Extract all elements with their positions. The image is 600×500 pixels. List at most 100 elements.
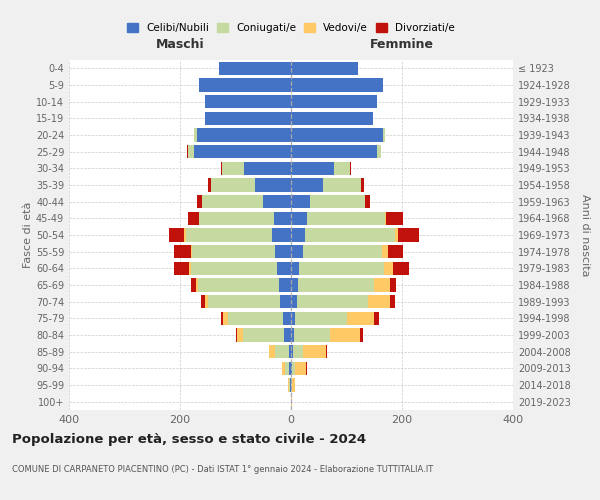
Bar <box>330 328 361 342</box>
Bar <box>392 262 409 275</box>
Text: Maschi: Maschi <box>155 38 205 52</box>
Bar <box>291 378 292 392</box>
Bar <box>291 78 383 92</box>
Bar <box>187 145 188 158</box>
Bar <box>191 245 192 258</box>
Bar <box>188 145 194 158</box>
Bar <box>279 278 291 291</box>
Bar <box>302 345 326 358</box>
Bar <box>208 178 211 192</box>
Bar <box>275 345 289 358</box>
Bar <box>191 262 277 275</box>
Bar <box>388 245 403 258</box>
Bar <box>377 145 382 158</box>
Bar <box>291 362 292 375</box>
Bar <box>291 145 377 158</box>
Bar <box>347 312 374 325</box>
Bar <box>291 345 293 358</box>
Bar <box>291 278 298 291</box>
Bar <box>295 312 347 325</box>
Bar <box>280 295 291 308</box>
Bar <box>384 262 392 275</box>
Bar <box>382 245 388 258</box>
Bar <box>291 112 373 125</box>
Bar <box>194 145 291 158</box>
Bar <box>211 178 255 192</box>
Bar <box>174 262 190 275</box>
Bar <box>199 212 274 225</box>
Bar <box>323 178 361 192</box>
Bar <box>303 245 382 258</box>
Bar <box>221 162 244 175</box>
Bar <box>197 128 291 141</box>
Bar <box>202 195 263 208</box>
Bar <box>291 212 307 225</box>
Bar <box>199 278 279 291</box>
Bar <box>255 178 291 192</box>
Bar <box>307 212 385 225</box>
Bar <box>291 395 292 408</box>
Text: Femmine: Femmine <box>370 38 434 52</box>
Bar <box>365 195 370 208</box>
Bar <box>291 128 383 141</box>
Bar <box>292 362 295 375</box>
Bar <box>208 295 280 308</box>
Bar <box>228 312 283 325</box>
Bar <box>169 228 184 241</box>
Bar <box>296 295 368 308</box>
Bar <box>282 362 285 375</box>
Bar <box>277 262 291 275</box>
Bar <box>191 278 196 291</box>
Bar <box>287 378 289 392</box>
Bar <box>200 295 205 308</box>
Bar <box>289 362 291 375</box>
Bar <box>398 228 419 241</box>
Bar <box>190 262 191 275</box>
Bar <box>194 128 197 141</box>
Bar <box>374 312 379 325</box>
Bar <box>291 245 303 258</box>
Bar <box>291 178 323 192</box>
Bar <box>350 162 351 175</box>
Bar <box>290 378 291 392</box>
Bar <box>283 312 291 325</box>
Bar <box>390 295 395 308</box>
Bar <box>284 328 291 342</box>
Bar <box>274 212 291 225</box>
Bar <box>293 345 302 358</box>
Bar <box>361 178 364 192</box>
Bar <box>237 328 243 342</box>
Bar <box>334 162 350 175</box>
Bar <box>368 295 390 308</box>
Bar <box>310 195 365 208</box>
Bar <box>272 228 291 241</box>
Bar <box>188 212 199 225</box>
Bar <box>289 345 291 358</box>
Text: Popolazione per età, sesso e stato civile - 2024: Popolazione per età, sesso e stato civil… <box>12 432 366 446</box>
Bar <box>385 212 386 225</box>
Y-axis label: Anni di nascita: Anni di nascita <box>580 194 590 276</box>
Bar <box>292 378 295 392</box>
Bar <box>295 362 306 375</box>
Bar <box>326 345 327 358</box>
Bar <box>294 328 330 342</box>
Bar <box>275 245 291 258</box>
Bar <box>289 378 290 392</box>
Bar <box>298 278 374 291</box>
Bar <box>291 195 310 208</box>
Bar <box>383 128 385 141</box>
Bar <box>361 328 363 342</box>
Bar <box>386 212 403 225</box>
Bar <box>175 245 191 258</box>
Bar <box>205 295 208 308</box>
Bar <box>185 228 272 241</box>
Bar <box>197 195 202 208</box>
Bar <box>291 95 377 108</box>
Bar <box>269 345 275 358</box>
Bar <box>243 328 284 342</box>
Bar <box>291 262 299 275</box>
Bar <box>263 195 291 208</box>
Bar <box>291 228 305 241</box>
Bar <box>192 245 275 258</box>
Bar <box>374 278 390 291</box>
